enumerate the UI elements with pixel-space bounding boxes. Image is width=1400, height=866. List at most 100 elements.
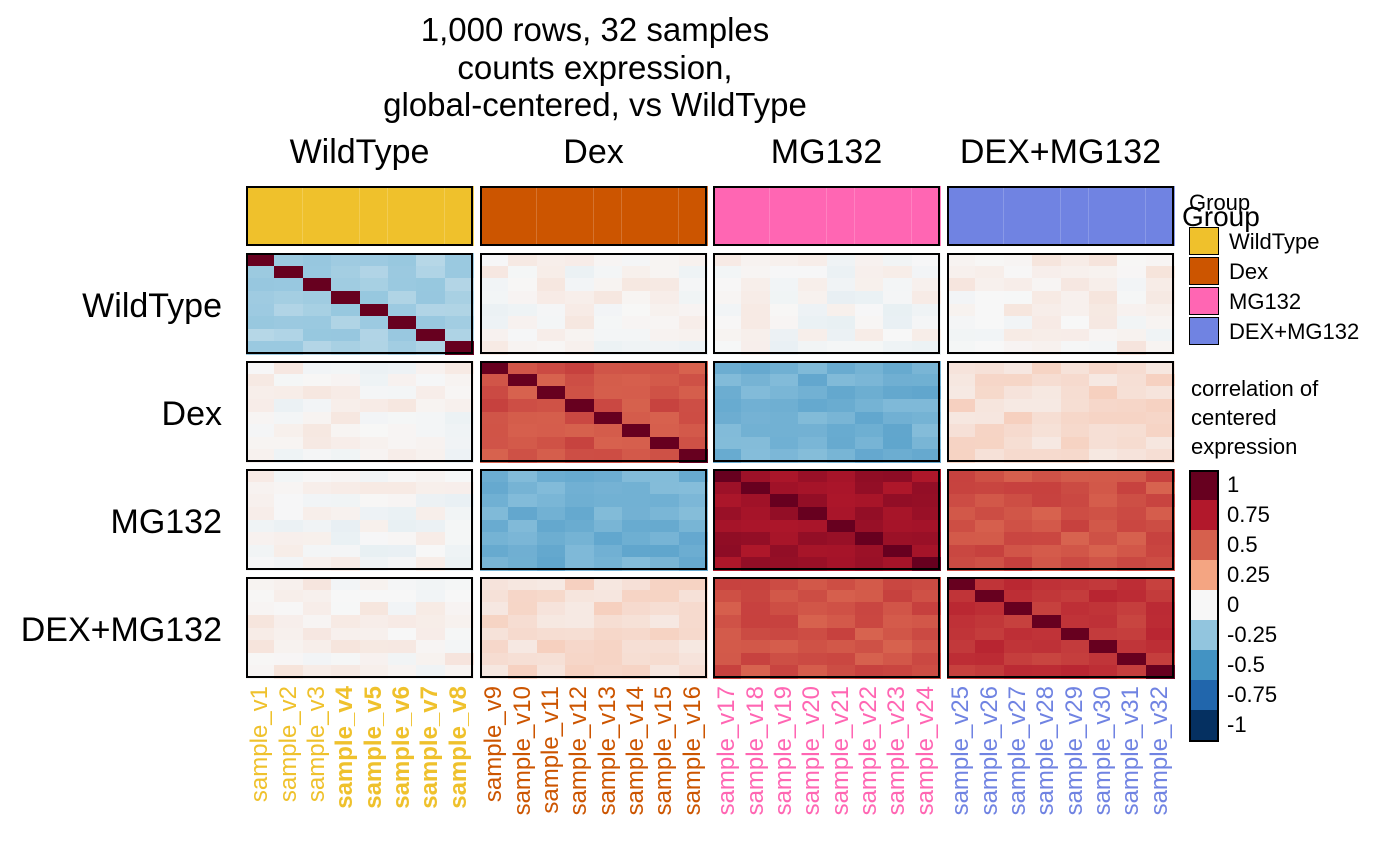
heatmap-cell <box>621 506 651 521</box>
heatmap-cell <box>416 373 446 387</box>
column-label: sample_v19 <box>769 686 797 816</box>
heatmap-cell <box>883 373 913 387</box>
heatmap-cell <box>246 386 275 400</box>
heatmap-cell <box>947 265 976 279</box>
heatmap-cell <box>331 436 361 450</box>
heatmap-cell <box>1117 341 1147 355</box>
heatmap-cell <box>1088 544 1118 558</box>
heatmap-cell <box>508 469 538 483</box>
heatmap-cell <box>444 386 474 400</box>
heatmap-cell <box>911 386 941 400</box>
heatmap-cell <box>713 361 742 375</box>
column-label: sample_v24 <box>911 686 939 816</box>
heatmap-cell <box>713 614 742 629</box>
heatmap-cell <box>274 652 304 666</box>
heatmap-cell <box>387 506 417 521</box>
heatmap-cell <box>1117 303 1147 317</box>
heatmap-cell <box>621 614 651 629</box>
heatmap-cell <box>1003 316 1033 330</box>
heatmap-cell <box>416 652 446 666</box>
heatmap-cell <box>302 506 332 521</box>
heatmap-cell <box>975 449 1005 463</box>
heatmap-cell <box>508 328 538 342</box>
heatmap-cell <box>1117 652 1147 666</box>
annotation-cell <box>302 186 332 246</box>
heatmap-cell <box>741 665 771 679</box>
color-legend-label: 1 <box>1227 472 1240 497</box>
heatmap-cell <box>1145 411 1175 425</box>
heatmap-cell <box>565 506 595 521</box>
heatmap-cell <box>1032 449 1062 463</box>
heatmap-cell <box>302 361 332 375</box>
heatmap-cell <box>593 253 623 267</box>
heatmap-cell <box>911 652 941 666</box>
heatmap-cell <box>947 665 976 679</box>
heatmap-cell <box>975 544 1005 558</box>
heatmap-cell <box>947 449 976 463</box>
heatmap-cell <box>593 411 623 425</box>
heatmap-cell <box>826 640 856 654</box>
heatmap-cell <box>741 652 771 666</box>
heatmap-cell <box>621 577 651 591</box>
heatmap-cell <box>798 436 828 450</box>
column-label: sample_v20 <box>798 686 826 816</box>
heatmap-cell <box>246 481 275 495</box>
heatmap-cell <box>246 494 275 508</box>
group-legend-swatch <box>1189 287 1219 315</box>
heatmap-cell <box>1060 398 1090 413</box>
heatmap-cell <box>1088 386 1118 400</box>
heatmap-cell <box>1003 265 1033 279</box>
heatmap-cell <box>480 373 509 387</box>
heatmap-cell <box>331 589 361 603</box>
heatmap-cell <box>302 253 332 267</box>
heatmap-cell <box>444 290 474 305</box>
column-label: sample_v21 <box>826 686 854 816</box>
heatmap-cell <box>508 253 538 267</box>
heatmap-cell <box>331 449 361 463</box>
heatmap-cell <box>1003 303 1033 317</box>
heatmap-cell <box>741 589 771 603</box>
heatmap-cell <box>975 532 1005 546</box>
heatmap-cell <box>1032 481 1062 495</box>
heatmap-cell <box>798 577 828 591</box>
heatmap-cell <box>565 449 595 463</box>
heatmap-cell <box>359 640 389 654</box>
annotation-cell <box>947 186 976 246</box>
heatmap-cell <box>798 627 828 641</box>
heatmap-cell <box>508 316 538 330</box>
heatmap-cell <box>416 494 446 508</box>
heatmap-cell <box>565 373 595 387</box>
heatmap-cell <box>713 449 742 463</box>
heatmap-block-border <box>713 253 940 354</box>
heatmap-cell <box>246 449 275 463</box>
heatmap-cell <box>387 328 417 342</box>
heatmap-cell <box>359 290 389 305</box>
heatmap-cell <box>246 469 275 483</box>
heatmap-cell <box>741 557 771 571</box>
heatmap-cell <box>826 265 856 279</box>
heatmap-cell <box>536 665 566 679</box>
annotation-cell <box>713 186 742 246</box>
heatmap-cell <box>274 290 304 305</box>
heatmap-cell <box>650 640 680 654</box>
heatmap-cell <box>1060 532 1090 546</box>
heatmap-cell <box>621 519 651 533</box>
heatmap-block-border <box>947 253 1174 354</box>
heatmap-cell <box>769 386 799 400</box>
heatmap-cell <box>1088 506 1118 521</box>
heatmap-cell <box>508 557 538 571</box>
heatmap-cell <box>536 290 566 305</box>
annotation-cell <box>883 186 913 246</box>
column-label: sample_v25 <box>947 686 975 816</box>
heatmap-cell <box>508 494 538 508</box>
heatmap-cell <box>621 265 651 279</box>
heatmap-cell <box>1088 614 1118 629</box>
heatmap-cell <box>741 577 771 591</box>
heatmap-cell <box>854 253 884 267</box>
heatmap-cell <box>713 278 742 292</box>
heatmap-cell <box>480 341 509 355</box>
heatmap-cell <box>826 519 856 533</box>
heatmap-cell <box>359 373 389 387</box>
heatmap-cell <box>947 532 976 546</box>
group-legend-label: Dex <box>1229 259 1269 284</box>
